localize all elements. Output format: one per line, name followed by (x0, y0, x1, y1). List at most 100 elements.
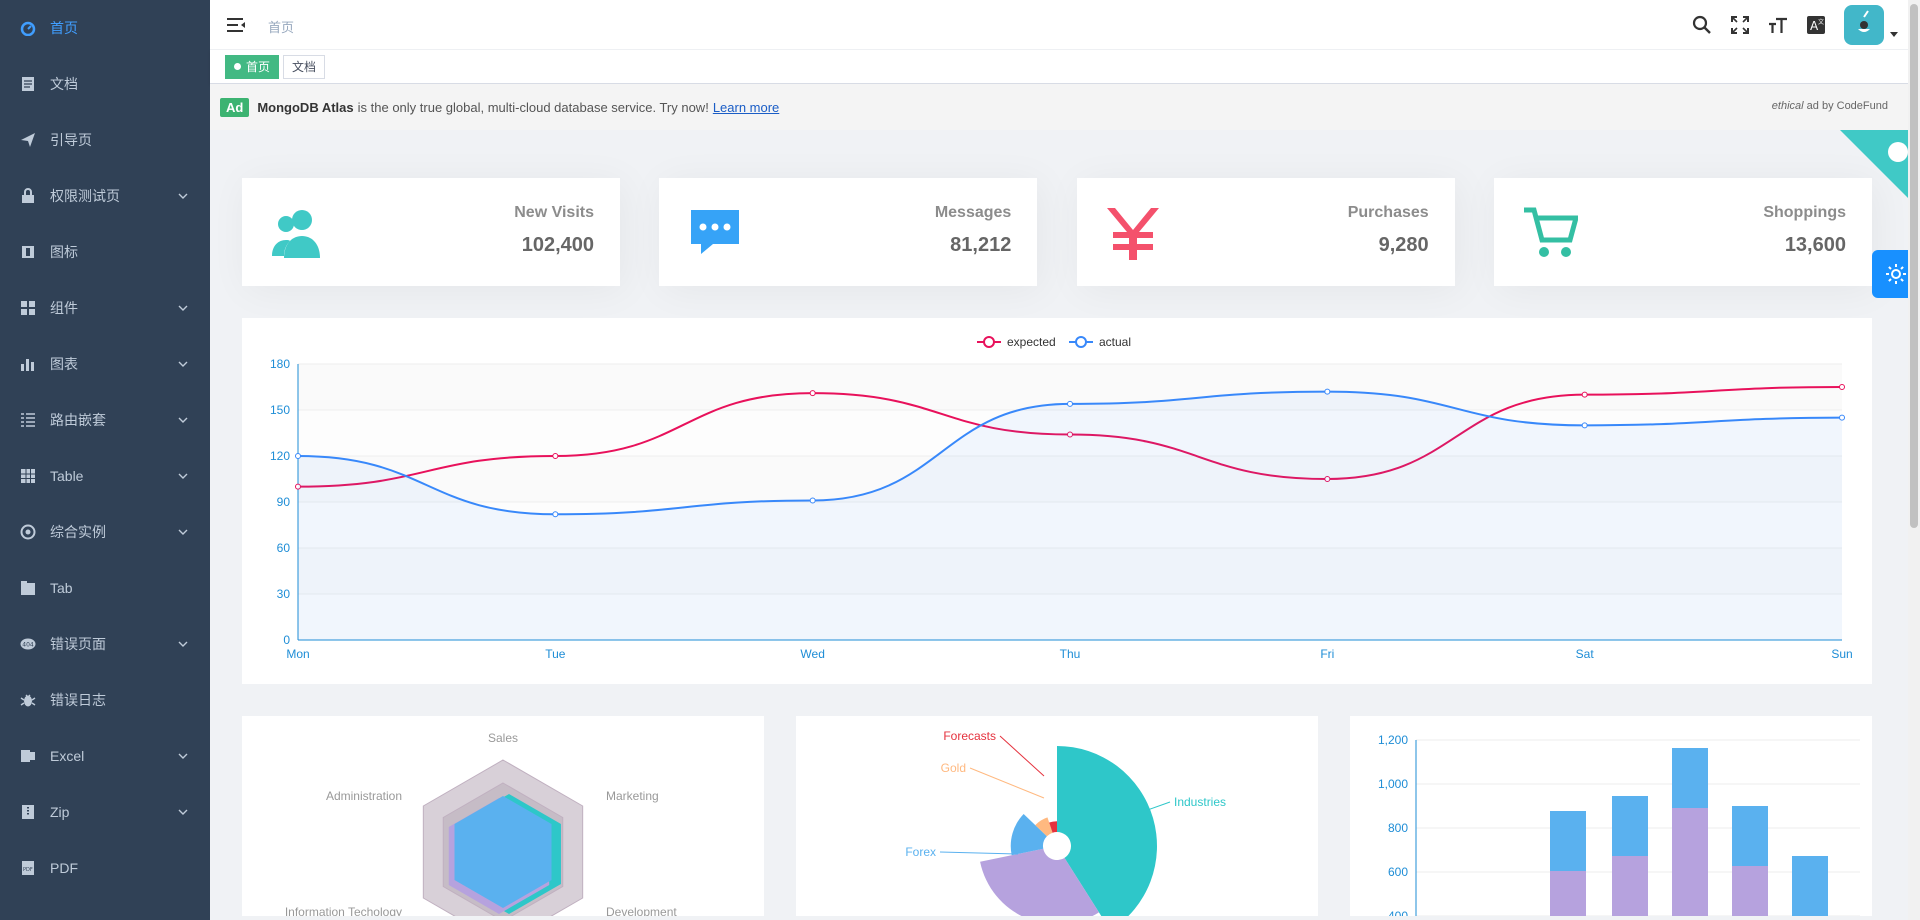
chevron-down-icon (178, 809, 188, 815)
tags-view: 首页 文档 (210, 50, 1920, 84)
sidebar-item-1[interactable]: 文档 (0, 56, 210, 112)
sidebar-item-0[interactable]: 首页 (0, 0, 210, 56)
pie-label: Forex (905, 845, 936, 859)
actual-area (298, 391, 1842, 640)
y-tick-label: 60 (277, 541, 291, 555)
sidebar-item-label: 权限测试页 (50, 188, 120, 204)
sidebar-item-label: 错误页面 (50, 636, 106, 652)
bar-stack[interactable] (1732, 866, 1768, 916)
sidebar-item-6[interactable]: 图表 (0, 336, 210, 392)
legend-label[interactable]: actual (1099, 335, 1131, 349)
chart-icon (21, 359, 34, 371)
sidebar-item-3[interactable]: 权限测试页 (0, 168, 210, 224)
gear-icon (1886, 264, 1906, 284)
sidebar-item-label: 首页 (50, 20, 78, 36)
card-title: Purchases (1347, 204, 1429, 221)
tag-0[interactable]: 首页 (225, 54, 280, 79)
excel-icon (21, 750, 35, 762)
sidebar-item-13[interactable]: Excel (0, 728, 210, 784)
pie-slice[interactable] (1049, 821, 1057, 833)
sidebar-item-7[interactable]: 路由嵌套 (0, 392, 210, 448)
sidebar-item-14[interactable]: Zip (0, 784, 210, 840)
card-new-visits[interactable]: New Visits 102,400 (242, 178, 620, 286)
pie-chart-panel: Industries Forecasts Gold Forex (796, 716, 1318, 916)
line-chart: 0 30 60 90 120 150 180 Mon Tue Wed Thu Fri Sat Sun exp… (270, 335, 1853, 661)
x-tick-label: Wed (800, 647, 824, 661)
bar-stack[interactable] (1612, 856, 1648, 916)
scrollbar[interactable] (1908, 0, 1920, 920)
svg-text:A: A (1810, 19, 1819, 33)
font-size-icon[interactable] (1768, 15, 1788, 35)
svg-text:文: 文 (1818, 18, 1824, 26)
y-tick-label: 1,200 (1378, 733, 1408, 747)
actual-point (1324, 388, 1331, 395)
hamburger-icon[interactable] (226, 15, 246, 35)
sidebar-item-10[interactable]: Tab (0, 560, 210, 616)
ad-credit-rest: ad by CodeFund (1806, 100, 1888, 112)
scrollbar-thumb[interactable] (1910, 4, 1918, 528)
pie-slice[interactable] (1057, 746, 1157, 916)
sidebar-item-label: 综合实例 (50, 524, 106, 540)
y-tick-label: 180 (270, 357, 290, 371)
pie-label: Gold (941, 761, 966, 775)
example-icon (20, 524, 36, 540)
pie-slice[interactable] (1035, 817, 1053, 837)
expected-point (295, 483, 301, 490)
peoples-icon (272, 210, 320, 258)
grid-band (298, 594, 1842, 640)
card-messages[interactable]: Messages 81,212 (659, 178, 1038, 286)
svg-text:PDF: PDF (23, 867, 33, 873)
tag-1[interactable]: 文档 (283, 54, 326, 79)
sidebar-item-label: 文档 (50, 76, 78, 92)
avatar[interactable] (1844, 5, 1884, 45)
x-tick-label: Sat (1576, 647, 1595, 661)
sidebar-item-label: Tab (50, 580, 73, 596)
pie-slice[interactable] (1010, 813, 1047, 856)
card-value: 81,212 (950, 234, 1012, 256)
tag-label: 文档 (292, 59, 317, 74)
ad-learn-more-link[interactable]: Learn more (712, 99, 780, 115)
pie-label-line (969, 767, 1045, 799)
sidebar-item-11[interactable]: 404 错误页面 (0, 616, 210, 672)
legend-label[interactable]: expected (1007, 335, 1056, 349)
expected-point (552, 453, 559, 459)
card-purchases[interactable]: Purchases 9,280 (1076, 178, 1455, 286)
bar[interactable] (1792, 856, 1828, 916)
avatar-image-icon (1858, 10, 1870, 32)
y-tick-label: 120 (270, 449, 290, 463)
bar-stack[interactable] (1550, 871, 1586, 916)
sidebar-item-15[interactable]: PDF PDF (0, 840, 210, 896)
github-corner-icon[interactable] (1840, 130, 1920, 210)
y-tick-label: 800 (1388, 821, 1408, 835)
card-value: 13,600 (1784, 234, 1846, 256)
y-tick-label: 600 (1388, 865, 1408, 879)
actual-point (295, 453, 301, 459)
actual-point (552, 511, 559, 518)
sidebar-item-5[interactable]: 组件 (0, 280, 210, 336)
x-tick-label: Sun (1831, 647, 1852, 661)
line-chart-panel: 0 30 60 90 120 150 180 Mon Tue Wed Thu Fri Sat Sun exp… (242, 318, 1872, 684)
x-tick-label: Tue (545, 647, 566, 661)
sidebar-item-4[interactable]: 图标 (0, 224, 210, 280)
sidebar-item-12[interactable]: 错误日志 (0, 672, 210, 728)
sidebar-item-2[interactable]: 引导页 (0, 112, 210, 168)
chevron-down-icon (178, 641, 188, 647)
tag-label: 首页 (246, 59, 271, 74)
sidebar-item-8[interactable]: Table (0, 448, 210, 504)
search-icon[interactable] (1692, 15, 1712, 35)
pie-slice[interactable] (980, 848, 1099, 916)
bar-stack[interactable] (1672, 808, 1708, 916)
component-icon (21, 301, 35, 315)
avatar-dropdown-icon[interactable] (1890, 31, 1898, 37)
sidebar-item-9[interactable]: 综合实例 (0, 504, 210, 560)
sidebar: 首页文档引导页权限测试页图标 组件 图表 路由嵌套 Table 综合实例 Tab 404 错误页… (0, 0, 210, 920)
expected-point (1839, 384, 1845, 390)
card-shoppings[interactable]: Shoppings 13,600 (1493, 178, 1872, 286)
actual-point (1839, 414, 1845, 421)
bug-icon (20, 694, 36, 707)
document-icon (22, 77, 34, 91)
fullscreen-icon[interactable] (1730, 15, 1750, 35)
sidebar-item-label: Zip (50, 804, 70, 820)
